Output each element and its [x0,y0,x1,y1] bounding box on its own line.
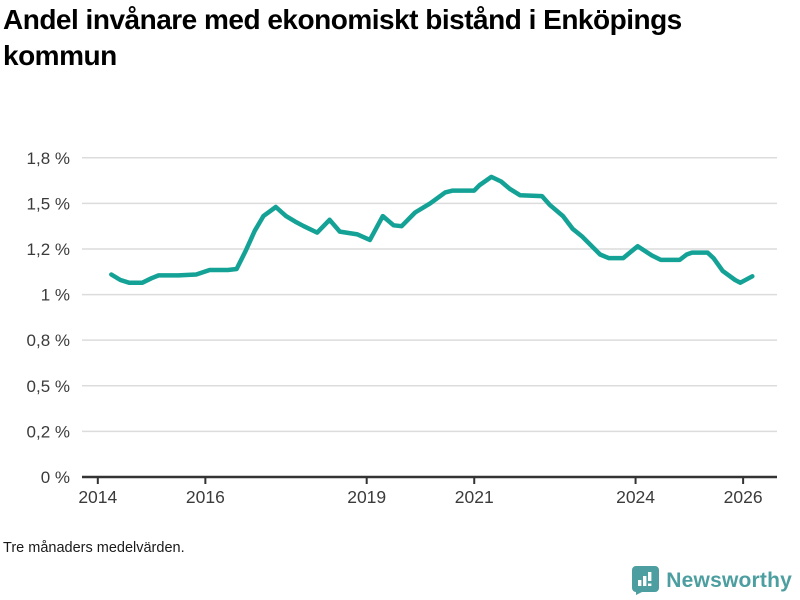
trend-line [109,174,755,285]
x-tick-label: 2024 [616,487,655,507]
y-tick-label: 0 % [41,468,70,487]
y-tick-label: 0,8 % [27,331,70,350]
y-tick-label: 1,8 % [27,149,70,168]
y-tick-label: 0,2 % [27,422,70,441]
x-tick-label: 2016 [186,487,225,507]
newsworthy-logo: Newsworthy [632,566,792,595]
y-tick-label: 1 % [41,286,70,305]
chart-footnote: Tre månaders medelvärden. [3,540,185,556]
y-tick-label: 1,5 % [27,194,70,213]
x-tick-label: 2026 [724,487,763,507]
x-tick-label: 2021 [455,487,494,507]
y-tick-label: 0,5 % [27,377,70,396]
x-tick-label: 2014 [78,487,117,507]
x-tick-label: 2019 [347,487,386,507]
newsworthy-wordmark: Newsworthy [666,568,792,592]
y-tick-label: 1,2 % [27,240,70,259]
newsworthy-bar-chart-icon [632,566,660,595]
page-title: Andel invånare med ekonomiskt bistånd i … [3,4,682,72]
